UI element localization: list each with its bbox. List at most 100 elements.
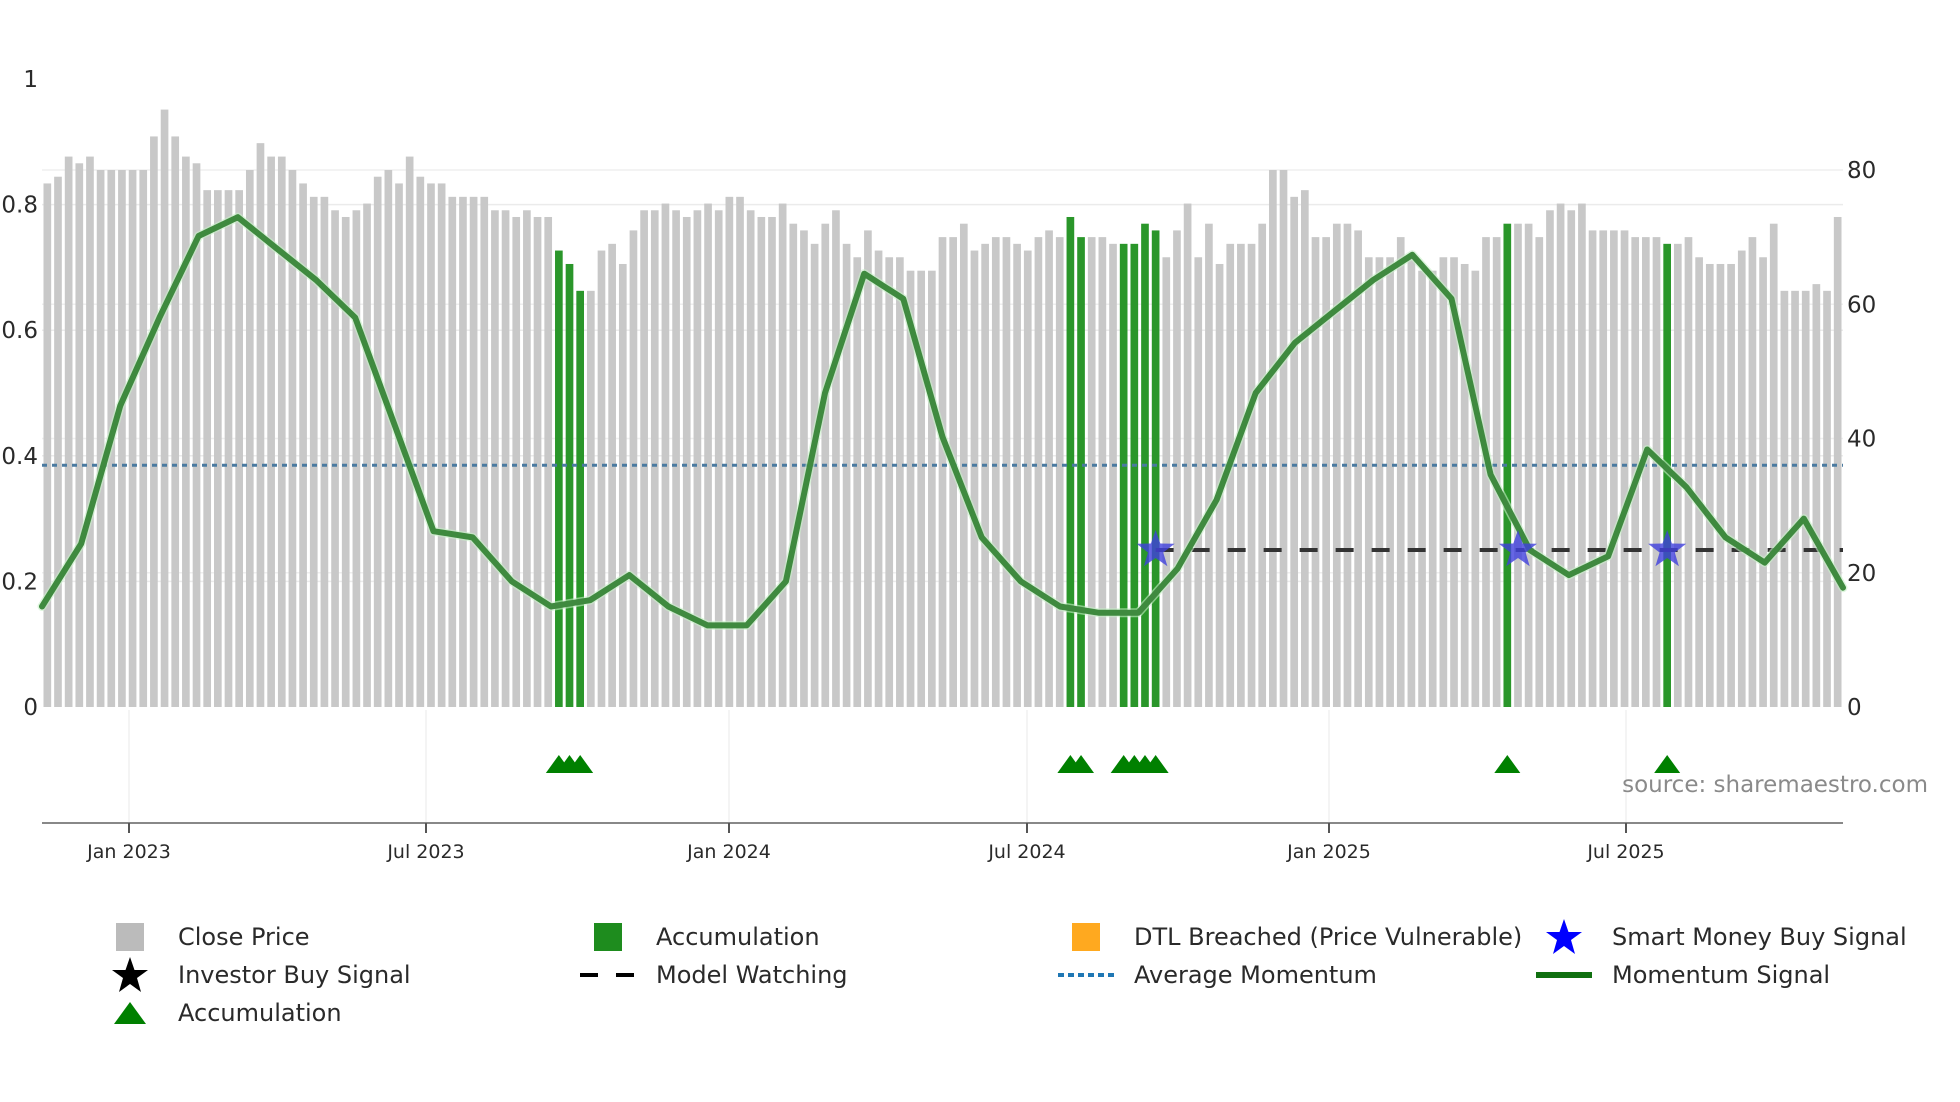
close-price-bar bbox=[938, 237, 947, 707]
close-price-bar bbox=[1375, 257, 1384, 707]
close-price-bar bbox=[1205, 223, 1213, 707]
close-price-bar bbox=[224, 190, 233, 707]
accumulation-bar bbox=[1066, 216, 1075, 708]
close-price-bar bbox=[1567, 210, 1576, 707]
close-price-bar bbox=[1439, 257, 1448, 707]
close-price-bar bbox=[800, 230, 808, 707]
close-price-bar bbox=[906, 270, 915, 707]
close-price-bar bbox=[1546, 210, 1554, 707]
legend-label: Model Watching bbox=[656, 961, 848, 989]
close-price-bar bbox=[75, 163, 84, 708]
legend-label: Accumulation bbox=[656, 923, 820, 951]
left-axis-tick: 0.8 bbox=[1, 193, 38, 219]
x-axis-tick: Jan 2023 bbox=[86, 841, 171, 863]
close-price-bar bbox=[1727, 263, 1735, 707]
close-price-bar bbox=[288, 170, 297, 707]
close-price-bar bbox=[885, 257, 894, 707]
green-line-icon bbox=[1534, 958, 1594, 992]
close-price-bar bbox=[480, 196, 489, 707]
accumulation-triangles bbox=[545, 755, 1681, 773]
smart-money-star-icon bbox=[1648, 530, 1687, 567]
close-price-bar bbox=[1087, 237, 1096, 707]
close-price-bar bbox=[810, 243, 819, 707]
left-axis-tick: 0.2 bbox=[1, 569, 38, 595]
close-price-bar bbox=[896, 257, 904, 707]
close-price-bar bbox=[682, 216, 691, 708]
accumulation-bar bbox=[1077, 237, 1085, 707]
legend: Close Price Accumulation DTL Breached (P… bbox=[0, 915, 1960, 1065]
dashed-line-icon bbox=[578, 958, 638, 992]
legend-label: Close Price bbox=[178, 923, 310, 951]
close-price-bar bbox=[501, 210, 510, 707]
close-price-bar bbox=[1780, 290, 1789, 707]
close-price-bar bbox=[1801, 290, 1810, 707]
left-axis-tick: 0.4 bbox=[1, 444, 38, 470]
close-price-bar bbox=[640, 210, 648, 707]
left-axis-tick: 0.6 bbox=[1, 318, 38, 344]
left-axis-tick: 0 bbox=[23, 695, 38, 721]
close-price-bar bbox=[736, 196, 744, 707]
close-price-bar bbox=[1492, 237, 1501, 707]
close-price-bar bbox=[693, 210, 702, 707]
close-price-bar bbox=[1002, 237, 1011, 707]
close-price-bar bbox=[1428, 270, 1437, 707]
close-price-bar bbox=[768, 216, 776, 708]
close-price-bar bbox=[373, 176, 382, 707]
momentum-signal-line bbox=[37, 212, 1848, 630]
close-price-bar bbox=[1055, 237, 1064, 707]
close-price-bar bbox=[1652, 237, 1661, 707]
close-price-bar bbox=[1588, 230, 1597, 707]
close-price-bar bbox=[842, 243, 851, 707]
close-price-bar bbox=[469, 196, 478, 707]
close-price-bar bbox=[416, 176, 425, 707]
close-price-bar bbox=[256, 143, 265, 707]
smart-money-star-icon bbox=[1136, 530, 1175, 567]
close-price-bar bbox=[491, 210, 499, 707]
legend-model-watching: Model Watching bbox=[578, 958, 848, 992]
close-price-bar bbox=[586, 290, 595, 707]
accumulation-bar bbox=[1151, 230, 1160, 707]
close-price-bar bbox=[928, 270, 936, 707]
blue-star-icon bbox=[1534, 919, 1594, 954]
close-price-bar bbox=[1684, 237, 1693, 707]
close-price-bar bbox=[1109, 243, 1117, 707]
close-price-bar bbox=[608, 243, 616, 707]
close-price-bar bbox=[1610, 230, 1618, 707]
close-price-bar bbox=[1194, 257, 1203, 707]
close-price-bar bbox=[331, 210, 339, 707]
right-axis-tick: 80 bbox=[1847, 158, 1876, 184]
accumulation-triangle-icon bbox=[1142, 755, 1169, 773]
legend-accumulation-triangle: Accumulation bbox=[100, 996, 342, 1030]
close-price-bar bbox=[1354, 230, 1362, 707]
close-price-bar bbox=[1237, 243, 1245, 707]
close-price-bar bbox=[970, 250, 979, 708]
close-price-bar bbox=[1705, 263, 1714, 707]
legend-investor-buy: Investor Buy Signal bbox=[100, 957, 411, 992]
close-price-bar bbox=[1364, 257, 1373, 707]
close-price-bar bbox=[448, 196, 457, 707]
close-price-bar bbox=[1535, 237, 1544, 707]
right-axis-tick: 60 bbox=[1847, 292, 1876, 318]
close-price-bar bbox=[1471, 270, 1480, 707]
accumulation-bar bbox=[555, 250, 563, 708]
legend-label: Momentum Signal bbox=[1612, 961, 1831, 989]
close-price-bar bbox=[277, 156, 286, 707]
close-price-bar bbox=[778, 203, 787, 707]
close-price-bar bbox=[1290, 196, 1299, 707]
close-price-bar bbox=[43, 183, 52, 708]
close-price-bar bbox=[1450, 257, 1458, 707]
close-price-bar bbox=[309, 196, 318, 707]
left-axis-tick: 1 bbox=[23, 67, 38, 93]
accumulation-triangle-icon bbox=[1654, 755, 1681, 773]
close-price-bar bbox=[427, 183, 435, 708]
close-price-bar bbox=[86, 156, 94, 707]
close-price-bar bbox=[1034, 237, 1043, 707]
x-axis-tick: Jul 2025 bbox=[1586, 841, 1664, 863]
close-price-bar bbox=[1556, 203, 1565, 707]
accumulation-bar bbox=[1663, 243, 1671, 707]
close-price-bar bbox=[661, 203, 670, 707]
right-axis-tick: 20 bbox=[1847, 561, 1876, 587]
close-price-bar bbox=[618, 263, 627, 707]
legend-average-momentum: Average Momentum bbox=[1056, 958, 1377, 992]
